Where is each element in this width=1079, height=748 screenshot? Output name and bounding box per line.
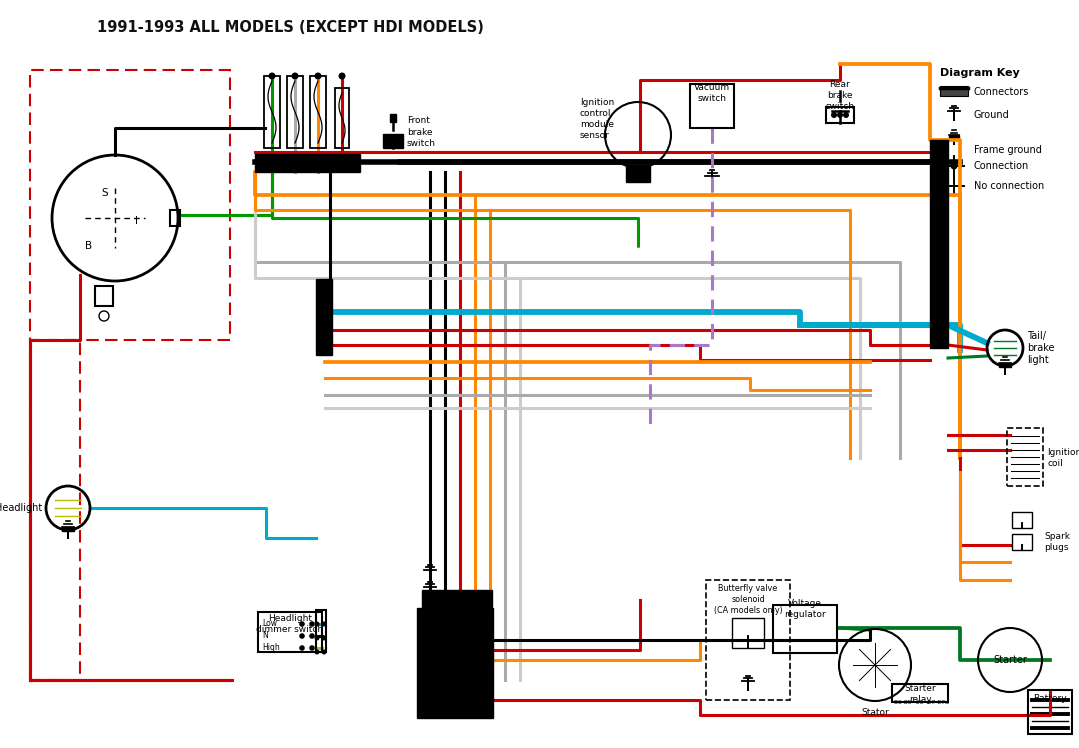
Text: Connection: Connection: [974, 161, 1029, 171]
Circle shape: [291, 73, 299, 79]
Text: Low: Low: [262, 619, 277, 628]
Bar: [1007, 428, 1043, 486]
Bar: [258, 612, 322, 652]
Text: Ignition
coil: Ignition coil: [1047, 448, 1079, 468]
Bar: [892, 684, 948, 702]
Bar: [999, 363, 1011, 367]
Bar: [1012, 534, 1032, 550]
Circle shape: [339, 73, 345, 79]
Text: 1991-1993 ALL MODELS (EXCEPT HDI MODELS): 1991-1993 ALL MODELS (EXCEPT HDI MODELS): [96, 20, 483, 35]
Bar: [30, 340, 80, 680]
Text: B: B: [85, 241, 93, 251]
Circle shape: [843, 112, 849, 118]
Bar: [827, 107, 853, 123]
Text: Ground: Ground: [974, 110, 1010, 120]
Bar: [706, 580, 790, 700]
Text: High: High: [262, 643, 279, 652]
Bar: [62, 527, 74, 530]
Circle shape: [322, 649, 327, 654]
Bar: [95, 286, 113, 306]
Circle shape: [310, 646, 315, 651]
Bar: [940, 86, 968, 96]
Bar: [626, 165, 650, 182]
Circle shape: [322, 636, 327, 640]
Circle shape: [314, 636, 319, 640]
Text: Frame ground: Frame ground: [974, 145, 1042, 155]
Text: Front
brake
switch: Front brake switch: [407, 117, 436, 147]
Bar: [390, 114, 396, 122]
Bar: [930, 140, 948, 348]
Bar: [255, 154, 360, 172]
Text: Tail/
brake
light: Tail/ brake light: [1027, 331, 1054, 366]
Text: Stator: Stator: [861, 708, 889, 717]
Bar: [1012, 512, 1032, 528]
Bar: [264, 76, 279, 148]
Text: Diagram Key: Diagram Key: [940, 68, 1020, 78]
Text: Starter
relay: Starter relay: [904, 684, 935, 704]
Text: Vacuum
switch: Vacuum switch: [694, 83, 730, 103]
Bar: [170, 210, 180, 226]
Circle shape: [831, 112, 837, 118]
Bar: [30, 70, 230, 340]
Circle shape: [310, 634, 315, 639]
Bar: [950, 135, 959, 138]
Text: Battery: Battery: [1034, 694, 1067, 703]
Text: Butterfly valve
solenoid
(CA models only): Butterfly valve solenoid (CA models only…: [713, 584, 782, 615]
Text: Connectors: Connectors: [974, 87, 1029, 97]
Text: Ignition
control
module
sensor: Ignition control module sensor: [581, 98, 614, 141]
Bar: [316, 279, 332, 355]
Bar: [732, 618, 764, 648]
Text: I: I: [136, 216, 138, 226]
Text: Spark
plugs: Spark plugs: [1044, 532, 1070, 552]
Circle shape: [299, 646, 304, 651]
Circle shape: [269, 73, 275, 79]
Bar: [689, 84, 734, 128]
Bar: [310, 76, 326, 148]
Circle shape: [314, 649, 319, 654]
Bar: [334, 88, 349, 148]
Text: Ignition control
module: Ignition control module: [421, 613, 489, 633]
Circle shape: [322, 622, 327, 627]
Bar: [416, 608, 493, 718]
Text: Headlight: Headlight: [0, 503, 42, 513]
Circle shape: [310, 621, 315, 627]
Bar: [1028, 690, 1073, 734]
Bar: [383, 134, 402, 148]
Circle shape: [951, 162, 957, 170]
Circle shape: [299, 621, 304, 627]
Text: Voltage
regulator: Voltage regulator: [784, 599, 825, 619]
Bar: [287, 76, 303, 148]
Text: S: S: [101, 188, 108, 198]
Circle shape: [314, 622, 319, 627]
Text: Starter: Starter: [993, 655, 1027, 665]
Bar: [422, 590, 492, 690]
Circle shape: [837, 112, 843, 118]
Circle shape: [299, 634, 304, 639]
Text: Headlight
dimmer switch: Headlight dimmer switch: [257, 614, 324, 634]
Circle shape: [314, 73, 322, 79]
Bar: [773, 605, 837, 653]
Text: N: N: [262, 631, 268, 640]
Text: 86 85  30  87 87a: 86 85 30 87 87a: [894, 700, 950, 705]
Text: Rear
brake
switch: Rear brake switch: [825, 80, 855, 111]
Bar: [316, 610, 326, 652]
Text: No connection: No connection: [974, 181, 1044, 191]
